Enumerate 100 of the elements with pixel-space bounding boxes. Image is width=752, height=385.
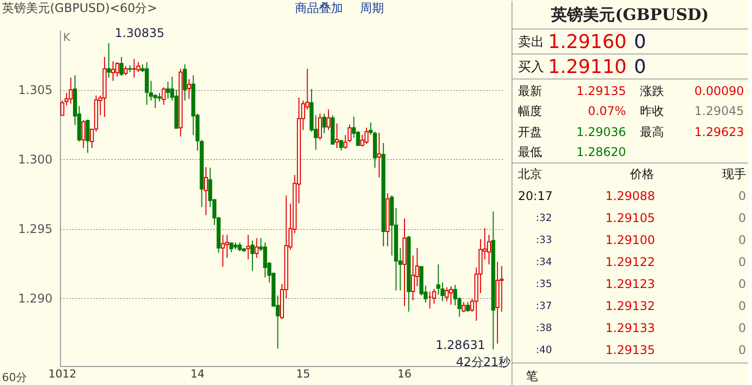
text: 笔 [526,369,538,383]
text: 商品叠加 [295,1,343,15]
candlestick [204,166,208,216]
text: 0 [738,343,746,357]
candlestick [81,120,86,149]
x-tick-label: 16 [398,368,412,380]
candlestick [153,94,158,109]
text: 幅度 [518,104,542,118]
candlestick [111,60,115,82]
text: 0 [738,211,746,225]
candlestick [187,78,192,100]
text: 1.29122 [605,255,655,269]
text: :38 [536,323,552,334]
text: 价格 [629,167,654,181]
text: 买入 [518,60,544,75]
candlestick [318,113,322,140]
candlestick [449,286,453,306]
text: :34 [536,257,552,268]
text: 0 [634,56,646,78]
candlestick [119,56,124,76]
candlestick [462,301,466,312]
candlestick [250,240,254,272]
text: :37 [536,301,552,312]
candlestick [466,301,470,312]
annotation: K [63,31,71,44]
text: 1.29132 [605,299,655,313]
text: 0 [738,321,746,335]
candlestick [377,132,382,178]
candlestick [334,122,339,149]
text: 0 [738,233,746,247]
candlestick [360,134,364,147]
text: 1.29110 [548,56,627,78]
candlestick [326,108,330,130]
candlestick [162,86,166,106]
candlestick [254,238,259,258]
annotation: 1.30835 [114,26,164,40]
text: 1.28620 [576,145,626,159]
candlestick [263,242,268,278]
text: 1.29088 [605,189,655,203]
candlestick [246,234,250,260]
text: 1.29135 [576,84,626,98]
text: 1.29036 [576,125,626,139]
y-tick-label: 1.305 [18,83,52,98]
text: 涨跌 [640,84,664,98]
text: 0.07% [588,104,626,118]
text: 卖出 [518,35,544,50]
annotation: 1.28631 [436,338,486,352]
text: 最新 [518,84,542,98]
candlestick [86,119,90,154]
candlestick [132,58,136,78]
candlestick [182,64,187,102]
candlestick [124,66,128,76]
candlestick [136,62,140,73]
text: 0 [634,31,646,53]
text: :32 [536,213,552,224]
text: 1.29100 [605,233,655,247]
text: 1.29105 [605,211,655,225]
text: 最高 [640,125,664,139]
text: 英镑美元(GBPUSD) [550,5,709,24]
text: 1.29045 [694,104,744,118]
text: 昨收 [640,104,664,118]
candlestick [322,113,326,134]
text: 0.00090 [694,84,744,98]
candlestick [144,62,149,106]
text: 1.29135 [605,343,655,357]
text: :40 [536,345,552,356]
x-tick-label: 14 [190,368,205,380]
text: :33 [536,235,552,246]
candlestick [68,77,73,104]
text: 60分 [2,371,27,384]
text: :35 [536,279,552,290]
text: 现手 [722,167,746,181]
chart-title: 英镑美元(GBPUSD)<60分> [2,1,158,15]
candlestick [220,234,225,268]
y-tick-label: 1.300 [18,152,52,167]
text: 1.29623 [694,125,744,139]
candlestick [339,139,344,152]
text: 0 [738,189,746,203]
text: 0 [738,255,746,269]
x-tick-label: 15 [296,368,310,380]
candlestick [453,284,458,306]
text: 开盘 [518,125,542,139]
annotation: 42分21秒 [456,355,511,369]
text: 北京 [518,167,542,181]
candlestick [364,127,368,145]
y-tick-label: 1.295 [18,222,52,236]
text: 1.29160 [548,31,627,53]
y-tick-label: 1.290 [18,291,52,306]
text: 1.29123 [605,277,655,291]
text: 0 [738,277,746,291]
text: 0 [738,299,746,313]
text: 最低 [518,145,542,159]
candlestick [368,122,373,136]
x-tick-label: 1012 [48,368,76,380]
candlestick [444,286,449,302]
text: 1.29133 [605,321,655,335]
text: 周期 [360,1,384,15]
candlestick [106,42,111,78]
text: 20:17 [518,189,553,203]
candlestick [166,81,170,100]
